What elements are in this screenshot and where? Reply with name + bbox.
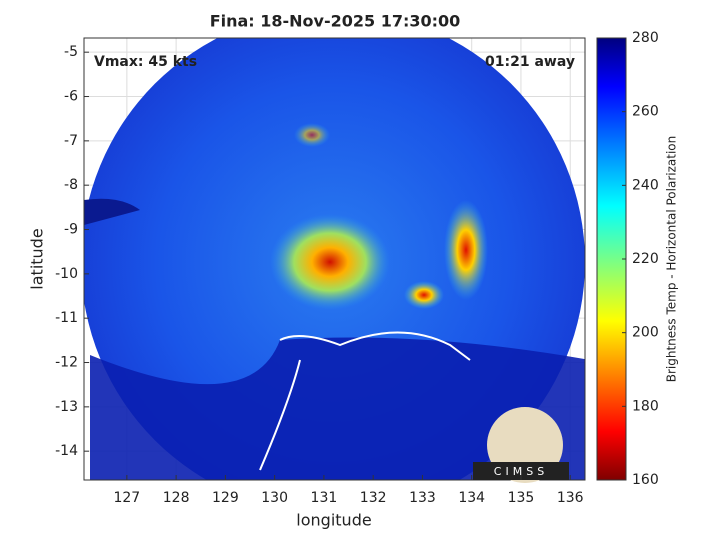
colorbar-tick-label: 220 [632,251,659,267]
y-tick-label: -7 [64,133,78,149]
y-tick-label: -10 [55,266,78,282]
colorbar-tick-label: 160 [632,472,659,488]
x-tick-label: 135 [508,490,535,506]
x-tick-label: 129 [212,490,239,506]
y-tick-label: -6 [64,89,78,105]
x-tick-label: 136 [557,490,584,506]
imagery [84,38,585,480]
y-tick-label: -12 [55,355,78,371]
colorbar-tick-label: 280 [632,30,659,46]
colorbar-label: Brightness Temp - Horizontal Polarizatio… [665,136,679,383]
colorbar-tick-label: 260 [632,104,659,120]
plot-frame [83,37,586,481]
y-tick-label: -9 [64,222,78,238]
colorbar-tick-label: 200 [632,325,659,341]
colorbar-scale [596,37,627,481]
y-tick-label: -13 [55,399,78,415]
y-tick-label: -14 [55,443,78,459]
x-axis-label: longitude [296,511,371,530]
logo-text: CIMSS [494,465,548,478]
x-tick-label: 127 [113,490,140,506]
x-tick-label: 133 [409,490,436,506]
y-tick-label: -11 [55,310,78,326]
colorbar: 160 180 200 220 240 260 280 [596,30,659,488]
x-tick-label: 131 [311,490,338,506]
colorbar-tick-label: 180 [632,398,659,414]
x-tick-label: 134 [458,490,485,506]
y-tick-label: -8 [64,177,78,193]
logo: CIMSS [473,407,569,483]
chart-title: Fina: 18-Nov-2025 17:30:00 [210,12,461,31]
x-tick-label: 130 [261,490,288,506]
y-axis-label: latitude [28,228,47,289]
x-tick-label: 132 [360,490,387,506]
colorbar-tick-label: 240 [632,177,659,193]
x-tick-label: 128 [163,490,190,506]
annotation: 01:21 away [485,54,575,70]
annotation: Vmax: 45 kts [94,54,197,70]
y-tick-label: -5 [64,44,78,60]
